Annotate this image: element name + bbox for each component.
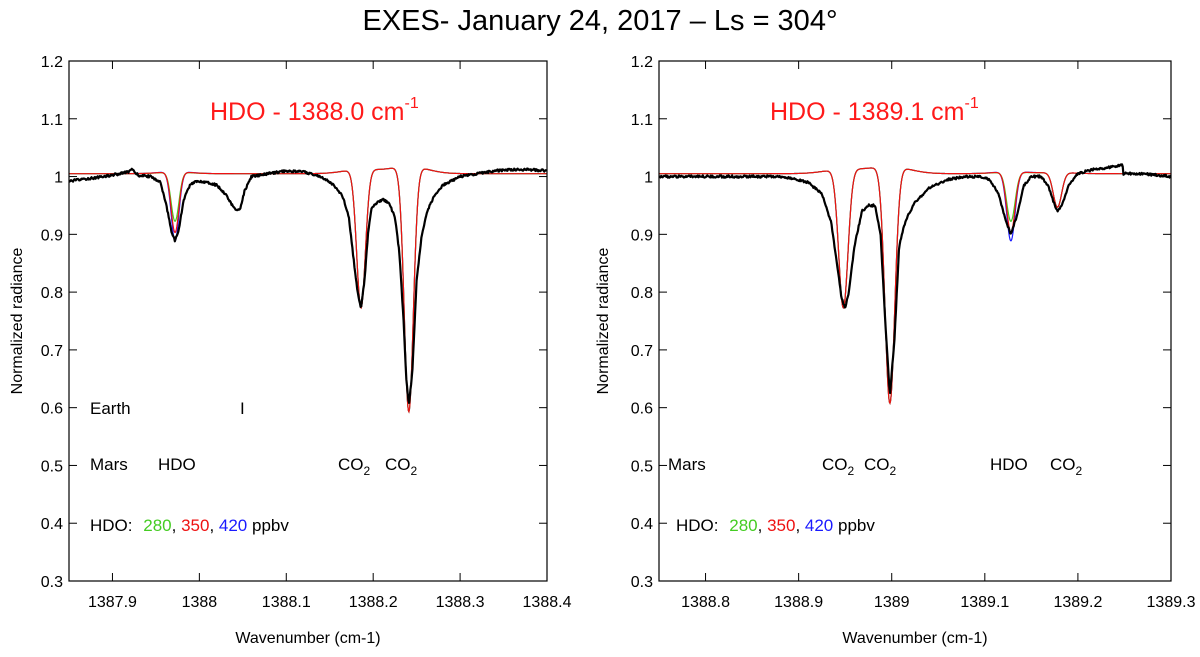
y-tick-label: 0.5 (631, 458, 653, 475)
plot-frame (658, 60, 1172, 582)
mars-line-label-text: CO (822, 455, 848, 474)
mars-line-label-sub: 2 (364, 464, 371, 478)
legend-350-value: 350 (181, 516, 209, 535)
mars-label: Mars (668, 455, 706, 474)
legend-separator: , (209, 516, 218, 535)
hdo-legend: HDO: 280, 350, 420 ppbv (90, 516, 289, 535)
legend-separator: , (172, 516, 181, 535)
y-tick-label: 1.2 (41, 54, 63, 71)
model-350-line (69, 167, 547, 414)
panel-header-sup: -1 (965, 95, 979, 112)
y-tick-label: 0.7 (631, 343, 653, 360)
mars-line-label: CO2 (338, 455, 371, 478)
x-tick-label: 1388.8 (681, 594, 730, 611)
x-tick-label: 1388.2 (349, 594, 398, 611)
x-tick-label: 1388.3 (436, 594, 485, 611)
legend-unit: ppbv (247, 516, 289, 535)
legend-prefix: HDO: (90, 516, 133, 535)
observed-spectrum-line (69, 167, 547, 404)
panel-header: HDO - 1388.0 cm-1 (210, 95, 419, 126)
y-tick-label: 0.8 (41, 285, 63, 302)
y-tick-label: 0.3 (631, 574, 653, 591)
x-tick-label: 1389.2 (1053, 594, 1102, 611)
y-tick-label: 1.2 (631, 54, 653, 71)
figure-title: EXES- January 24, 2017 – Ls = 304° (362, 5, 837, 37)
y-tick-label: 0.3 (41, 574, 63, 591)
legend-280-value: 280 (143, 516, 171, 535)
y-axis-label: Normalized radiance (595, 248, 612, 395)
hdo-legend: HDO: 280, 350, 420 ppbv (676, 516, 875, 535)
mars-line-label: CO2 (385, 455, 418, 478)
mars-line-label: CO2 (1050, 455, 1083, 478)
x-axis-label: Wavenumber (cm-1) (842, 630, 987, 647)
y-tick-label: 1 (644, 170, 653, 187)
mars-line-label-sub: 2 (411, 464, 418, 478)
legend-unit: ppbv (833, 516, 875, 535)
legend-prefix: HDO: (676, 516, 719, 535)
x-tick-label: 1389.1 (960, 594, 1009, 611)
legend-420-value: 420 (805, 516, 833, 535)
mars-line-label-text: CO (338, 455, 364, 474)
x-tick-label: 1389 (874, 594, 910, 611)
panel-header: HDO - 1389.1 cm-1 (770, 95, 979, 126)
earth-line-marker: I (240, 399, 245, 418)
y-tick-label: 1.1 (41, 112, 63, 129)
legend-gap (719, 516, 724, 535)
panel-header-sup: -1 (405, 95, 419, 112)
x-axis-label: Wavenumber (cm-1) (235, 630, 380, 647)
mars-label: Mars (90, 455, 128, 474)
plot-frame (68, 60, 548, 582)
mars-line-label-sub: 2 (890, 464, 897, 478)
legend-separator: , (795, 516, 804, 535)
legend-350-value: 350 (767, 516, 795, 535)
legend-gap (133, 516, 138, 535)
mars-line-label: CO2 (864, 455, 897, 478)
mars-line-label: CO2 (822, 455, 855, 478)
y-tick-label: 0.8 (631, 285, 653, 302)
x-tick-label: 1388.9 (774, 594, 823, 611)
mars-line-label-text: CO (1050, 455, 1076, 474)
mars-line-label-sub: 2 (1076, 464, 1083, 478)
y-tick-label: 0.4 (41, 516, 63, 533)
mars-line-label-text: CO (385, 455, 411, 474)
y-tick-label: 0.5 (41, 458, 63, 475)
panel-header-text: HDO - 1389.1 cm (770, 98, 965, 126)
legend-280-value: 280 (729, 516, 757, 535)
model-280-line (69, 167, 547, 414)
left-panel: 0.3 0.4 0.5 0.6 0.7 0.8 0.9 1 1.1 1.2 1387.9 1388 13… (9, 54, 572, 647)
model-420-line (69, 167, 547, 414)
model-350-line (659, 167, 1171, 405)
x-tick-label: 1388.1 (262, 594, 311, 611)
panel-header-text: HDO - 1388.0 cm (210, 98, 405, 126)
x-tick-label: 1389.3 (1147, 594, 1196, 611)
x-tick-label: 1388.4 (523, 594, 572, 611)
y-tick-label: 0.9 (631, 227, 653, 244)
mars-line-label-sub: 2 (848, 464, 855, 478)
x-tick-label: 1388 (182, 594, 218, 611)
y-tick-label: 0.6 (41, 401, 63, 418)
x-tick-label: 1387.9 (88, 594, 137, 611)
y-tick-label: 0.4 (631, 516, 653, 533)
mars-line-label: HDO (158, 455, 196, 474)
y-tick-label: 1.1 (631, 112, 653, 129)
right-panel: 0.3 0.4 0.5 0.6 0.7 0.8 0.9 1 1.1 1.2 1388.8 1388.9… (595, 54, 1196, 647)
legend-420-value: 420 (219, 516, 247, 535)
y-tick-label: 0.7 (41, 343, 63, 360)
mars-line-label-text: HDO (990, 455, 1028, 474)
mars-line-label-text: CO (864, 455, 890, 474)
mars-line-label-text: HDO (158, 455, 196, 474)
y-tick-label: 0.6 (631, 401, 653, 418)
y-tick-label: 0.9 (41, 227, 63, 244)
y-axis-label: Normalized radiance (9, 248, 26, 395)
earth-label: Earth (90, 399, 131, 418)
legend-separator: , (758, 516, 767, 535)
observed-spectrum-line (659, 163, 1171, 395)
y-tick-label: 1 (54, 170, 63, 187)
mars-line-label: HDO (990, 455, 1028, 474)
